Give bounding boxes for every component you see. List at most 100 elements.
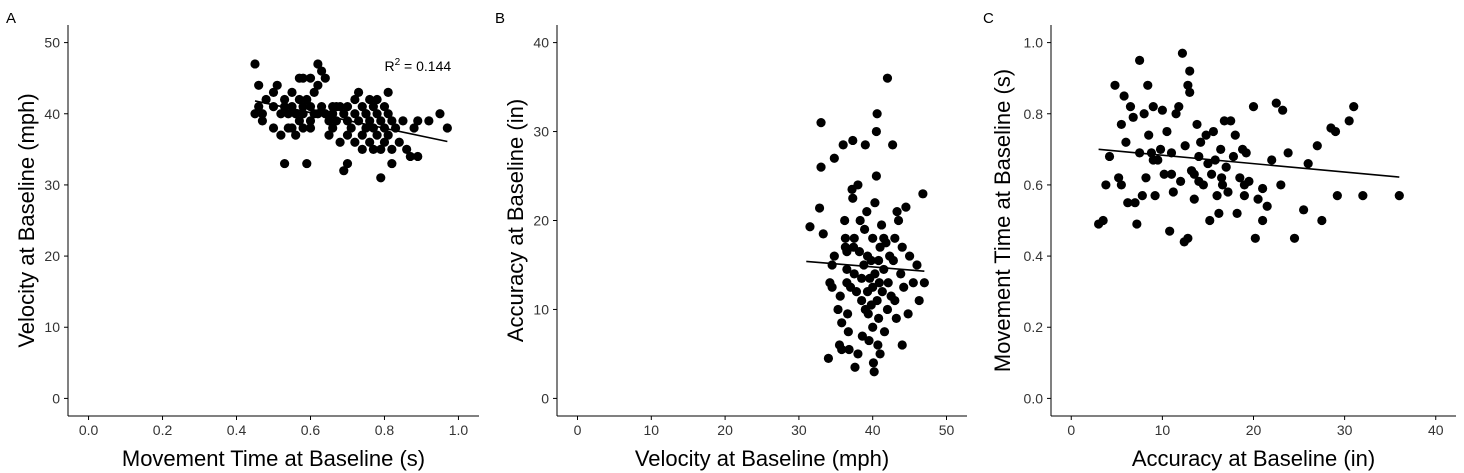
- data-point: [291, 130, 301, 140]
- data-point: [1159, 169, 1169, 179]
- data-point: [1394, 190, 1404, 201]
- data-point: [842, 247, 852, 257]
- data-point: [1332, 190, 1342, 201]
- data-point: [402, 144, 412, 154]
- data-point: [827, 282, 837, 292]
- data-point: [376, 173, 386, 183]
- data-point: [1114, 173, 1124, 183]
- y-tick-label: 0.0: [1024, 390, 1044, 406]
- y-tick-label: 0.4: [1024, 248, 1044, 264]
- data-point: [1176, 176, 1186, 186]
- data-point: [361, 123, 371, 133]
- data-point: [294, 94, 304, 105]
- data-point: [287, 87, 297, 98]
- data-point: [851, 287, 862, 297]
- data-point: [346, 123, 356, 133]
- data-point: [1189, 194, 1199, 204]
- data-point: [1289, 233, 1300, 243]
- r-squared-annotation: R2 = 0.144: [384, 57, 451, 74]
- data-point: [857, 331, 867, 341]
- trend-line: [806, 260, 925, 273]
- data-point: [1276, 180, 1286, 190]
- data-point: [342, 158, 353, 169]
- data-point: [328, 123, 338, 133]
- x-tick-label: 10: [1155, 422, 1171, 438]
- data-point: [890, 233, 900, 243]
- data-point: [868, 358, 879, 368]
- data-point: [257, 116, 268, 126]
- y-tick-label: 0: [541, 390, 549, 406]
- data-point: [814, 203, 825, 213]
- data-point: [1148, 155, 1158, 165]
- data-point: [324, 116, 334, 126]
- data-point: [870, 198, 880, 208]
- x-tick-label: 10: [644, 422, 660, 438]
- data-point: [250, 59, 260, 69]
- data-point: [857, 295, 867, 306]
- data-point: [305, 102, 316, 112]
- data-point: [376, 144, 386, 154]
- data-point: [291, 109, 301, 119]
- data-point: [842, 264, 852, 275]
- data-point: [876, 220, 887, 230]
- data-point: [840, 233, 850, 243]
- data-point: [350, 137, 360, 147]
- data-point: [899, 282, 909, 292]
- data-point: [298, 102, 308, 112]
- data-point: [844, 344, 854, 355]
- data-point: [837, 318, 847, 328]
- data-point: [914, 295, 924, 306]
- data-point: [1317, 215, 1327, 226]
- data-point: [1283, 148, 1293, 158]
- data-point: [1121, 137, 1131, 147]
- data-point: [868, 322, 878, 332]
- data-point: [823, 353, 834, 363]
- data-point: [871, 126, 881, 137]
- data-point: [893, 215, 904, 226]
- data-point: [1183, 233, 1193, 243]
- data-point: [254, 80, 264, 90]
- x-tick-label: 20: [1246, 422, 1262, 438]
- data-point: [1258, 183, 1268, 194]
- data-point: [350, 109, 360, 119]
- y-tick-label: 40: [533, 35, 549, 51]
- data-point: [1130, 198, 1140, 208]
- data-point: [1312, 141, 1322, 151]
- data-point: [1134, 55, 1145, 65]
- data-point: [1125, 102, 1136, 112]
- data-point: [860, 140, 870, 150]
- data-point: [874, 255, 884, 266]
- panel-tag-b: B: [495, 10, 505, 27]
- data-point: [1165, 226, 1175, 236]
- panel-tag-a: A: [6, 10, 16, 27]
- x-tick-label: 30: [1337, 422, 1353, 438]
- data-point: [1267, 155, 1277, 165]
- y-tick-label: 30: [44, 177, 60, 193]
- data-point: [372, 109, 382, 119]
- data-point: [827, 260, 837, 270]
- data-point: [1194, 176, 1204, 186]
- data-point: [283, 123, 293, 133]
- data-point: [1116, 119, 1126, 130]
- data-point: [1185, 87, 1195, 98]
- x-tick-label: 50: [939, 422, 955, 438]
- scatter-panel-c: 0 10 20 30 40 0.0 0.2 0.4 0.6 0.8 1.0 Accuracy at B…: [990, 25, 1456, 471]
- data-point: [294, 116, 304, 126]
- data-point: [372, 130, 382, 140]
- x-axis-title: Velocity at Baseline (mph): [635, 446, 889, 471]
- x-tick-label: 0.2: [153, 422, 173, 438]
- data-point: [442, 123, 452, 133]
- data-point: [254, 102, 264, 112]
- x-tick-label: 20: [717, 422, 733, 438]
- data-point: [1262, 201, 1272, 211]
- y-tick-label: 0: [52, 390, 60, 406]
- data-point: [339, 166, 349, 176]
- data-point: [320, 73, 330, 83]
- data-point: [316, 102, 327, 112]
- x-tick-label: 1.0: [449, 422, 469, 438]
- data-point: [1174, 102, 1184, 112]
- data-point: [1150, 190, 1160, 201]
- x-tick-label: 0.6: [301, 422, 321, 438]
- data-point: [875, 349, 885, 359]
- data-point: [283, 109, 293, 119]
